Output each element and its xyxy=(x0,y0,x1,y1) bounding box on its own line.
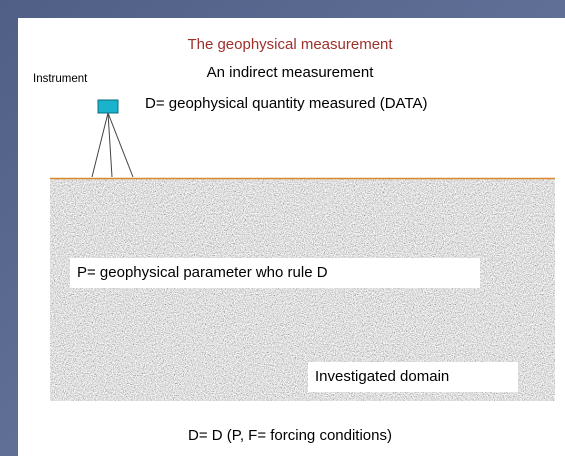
title: The geophysical measurement xyxy=(187,36,393,53)
domain-label: Investigated domain xyxy=(315,368,449,385)
equation: D= D (P, F= forcing conditions) xyxy=(188,427,392,444)
subtitle: An indirect measurement xyxy=(207,64,375,81)
parameter-label: P= geophysical parameter who rule D xyxy=(77,264,328,281)
slide: The geophysical measurement An indirect … xyxy=(0,0,565,456)
data-label: D= geophysical quantity measured (DATA) xyxy=(145,95,428,112)
instrument-label: Instrument xyxy=(33,73,88,85)
